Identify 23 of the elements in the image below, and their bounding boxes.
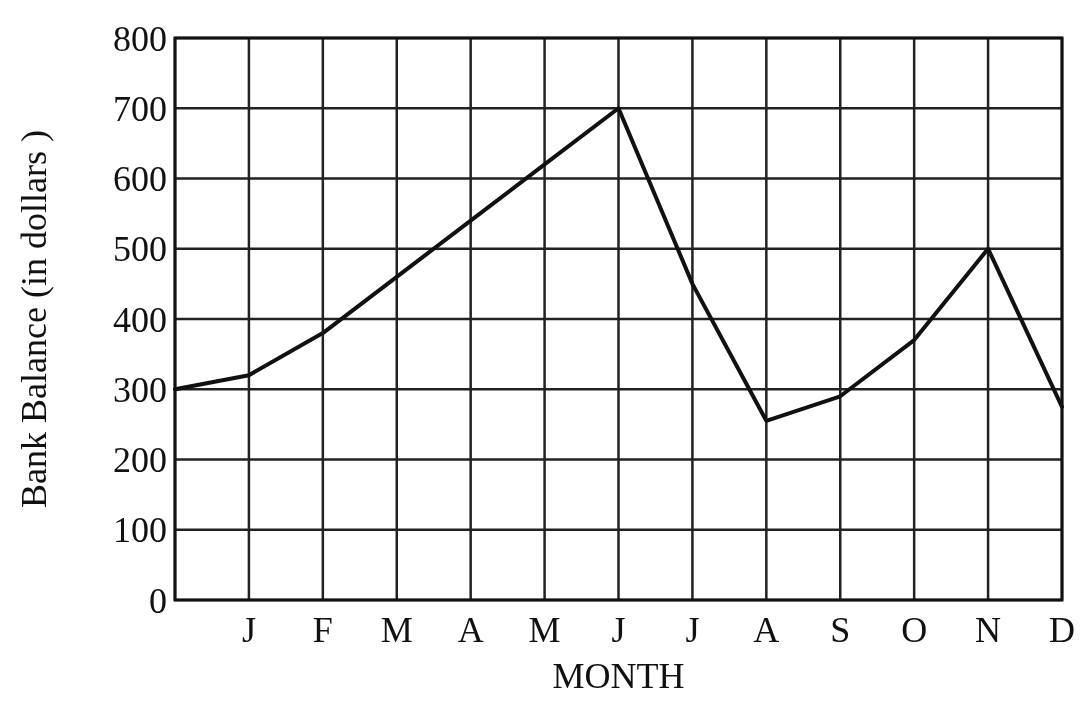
y-tick-label: 500 (113, 229, 167, 270)
x-tick-label: O (901, 610, 928, 650)
y-axis-title: Bank Balance (in dollars ) (14, 130, 54, 508)
y-tick-label: 600 (113, 159, 167, 200)
y-tick-label: 300 (113, 369, 167, 410)
x-tick-label: A (753, 610, 780, 650)
y-tick-label: 700 (113, 88, 167, 129)
x-tick-label: J (685, 610, 700, 650)
x-tick-label: J (241, 610, 256, 650)
x-tick-label: J (611, 610, 626, 650)
y-tick-label: 100 (113, 510, 167, 551)
x-tick-label: S (830, 610, 851, 650)
x-tick-label: M (380, 610, 413, 650)
x-axis-title: MONTH (552, 656, 685, 696)
x-tick-label: A (457, 610, 484, 650)
y-tick-label: 400 (113, 299, 167, 340)
y-tick-label: 0 (149, 580, 167, 621)
x-tick-label: D (1049, 610, 1075, 650)
x-tick-label: F (312, 610, 333, 650)
x-tick-label: M (528, 610, 561, 650)
y-tick-label: 200 (113, 440, 167, 481)
y-tick-label: 800 (113, 18, 167, 59)
x-tick-label: N (975, 610, 1002, 650)
